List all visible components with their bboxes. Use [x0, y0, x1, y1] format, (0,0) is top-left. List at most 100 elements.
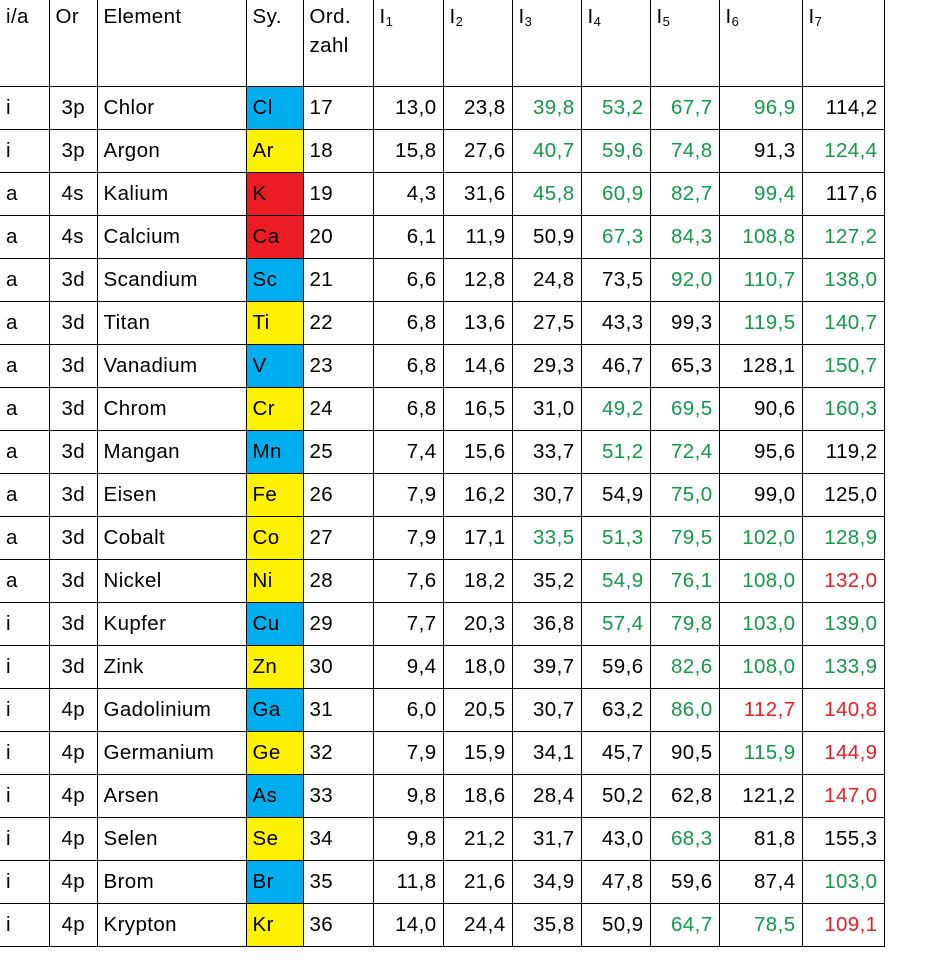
header-ionization-1: I1: [372, 0, 444, 87]
cell-ionization-4: 50,9: [580, 903, 651, 947]
cell-ionization-4: 54,9: [580, 473, 651, 517]
cell-ia: i: [0, 602, 50, 646]
table-row: i 4p Selen Se 34 9,8 21,2 31,7 43,0 68,3 81,8 155,3: [0, 817, 885, 861]
cell-ionization-3: 39,8: [511, 86, 582, 130]
cell-ionization-1: 6,6: [372, 258, 444, 302]
cell-ionization-7: 144,9: [801, 731, 885, 775]
cell-ionization-6: 95,6: [718, 430, 803, 474]
cell-symbol: Se: [245, 817, 304, 861]
table-row: i 4p Arsen As 33 9,8 18,6 28,4 50,2 62,8 121,2 147,…: [0, 774, 885, 818]
cell-ionization-6: 99,4: [718, 172, 803, 216]
cell-orbital: 3d: [48, 430, 98, 474]
cell-symbol: Cu: [245, 602, 304, 646]
cell-ionization-1: 6,8: [372, 387, 444, 431]
cell-ionization-2: 21,2: [442, 817, 513, 861]
cell-ionization-6: 99,0: [718, 473, 803, 517]
cell-element: Nickel: [96, 559, 247, 603]
cell-ia: i: [0, 688, 50, 732]
cell-ionization-1: 14,0: [372, 903, 444, 947]
cell-ionization-5: 75,0: [649, 473, 720, 517]
table-row: a 3d Nickel Ni 28 7,6 18,2 35,2 54,9 76,1 108,0 132…: [0, 559, 885, 603]
table-row: i 4p Germanium Ge 32 7,9 15,9 34,1 45,7 90,5 115,9…: [0, 731, 885, 775]
cell-ionization-2: 24,4: [442, 903, 513, 947]
cell-ionization-6: 115,9: [718, 731, 803, 775]
cell-orbital: 4p: [48, 860, 98, 904]
cell-ia: i: [0, 903, 50, 947]
cell-ionization-4: 73,5: [580, 258, 651, 302]
cell-ionization-7: 150,7: [801, 344, 885, 388]
cell-ionization-5: 82,7: [649, 172, 720, 216]
cell-ionization-2: 21,6: [442, 860, 513, 904]
cell-orbital: 3d: [48, 344, 98, 388]
cell-atomic-number: 34: [302, 817, 374, 861]
cell-ionization-2: 13,6: [442, 301, 513, 345]
cell-element: Mangan: [96, 430, 247, 474]
cell-ionization-5: 76,1: [649, 559, 720, 603]
cell-ionization-4: 43,0: [580, 817, 651, 861]
cell-ionization-4: 67,3: [580, 215, 651, 259]
cell-symbol: Mn: [245, 430, 304, 474]
cell-atomic-number: 20: [302, 215, 374, 259]
cell-ionization-1: 7,4: [372, 430, 444, 474]
cell-ionization-2: 27,6: [442, 129, 513, 173]
header-atomic-number-line1: Ord.: [309, 5, 351, 28]
cell-ionization-2: 14,6: [442, 344, 513, 388]
table-body: i 3p Chlor Cl 17 13,0 23,8 39,8 53,2 67,7 96,9 114,…: [0, 86, 885, 947]
cell-ionization-6: 108,0: [718, 559, 803, 603]
cell-element: Chrom: [96, 387, 247, 431]
header-ionization-2: I2: [442, 0, 513, 87]
cell-ionization-2: 20,3: [442, 602, 513, 646]
cell-ionization-5: 67,7: [649, 86, 720, 130]
header-atomic-number-line2: zahl: [309, 34, 349, 57]
header-ionization-5: I5: [649, 0, 720, 87]
cell-element: Brom: [96, 860, 247, 904]
cell-ia: a: [0, 344, 50, 388]
cell-atomic-number: 27: [302, 516, 374, 560]
cell-atomic-number: 26: [302, 473, 374, 517]
cell-ionization-4: 60,9: [580, 172, 651, 216]
cell-orbital: 4s: [48, 215, 98, 259]
table-row: a 4s Kalium K 19 4,3 31,6 45,8 60,9 82,7 99,4 117,6: [0, 172, 885, 216]
cell-orbital: 3p: [48, 86, 98, 130]
cell-ionization-1: 13,0: [372, 86, 444, 130]
cell-ionization-6: 112,7: [718, 688, 803, 732]
cell-ionization-2: 16,2: [442, 473, 513, 517]
cell-ionization-5: 99,3: [649, 301, 720, 345]
cell-symbol: Br: [245, 860, 304, 904]
cell-ionization-2: 18,6: [442, 774, 513, 818]
cell-atomic-number: 36: [302, 903, 374, 947]
cell-symbol: Co: [245, 516, 304, 560]
cell-ionization-7: 139,0: [801, 602, 885, 646]
cell-element: Calcium: [96, 215, 247, 259]
cell-ionization-6: 87,4: [718, 860, 803, 904]
cell-ionization-6: 102,0: [718, 516, 803, 560]
cell-ionization-2: 17,1: [442, 516, 513, 560]
cell-ionization-6: 78,5: [718, 903, 803, 947]
cell-ionization-7: 128,9: [801, 516, 885, 560]
cell-ionization-4: 57,4: [580, 602, 651, 646]
cell-ionization-5: 74,8: [649, 129, 720, 173]
ionization-energy-table: i/a Or Element Sy. Ord. zahl I1 I2 I3 I4…: [0, 0, 885, 947]
cell-element: Cobalt: [96, 516, 247, 560]
cell-ionization-6: 90,6: [718, 387, 803, 431]
cell-element: Scandium: [96, 258, 247, 302]
cell-ionization-6: 121,2: [718, 774, 803, 818]
cell-element: Krypton: [96, 903, 247, 947]
cell-ionization-5: 79,8: [649, 602, 720, 646]
cell-ionization-7: 160,3: [801, 387, 885, 431]
cell-orbital: 3d: [48, 602, 98, 646]
cell-element: Gadolinium: [96, 688, 247, 732]
cell-ionization-2: 15,9: [442, 731, 513, 775]
cell-ionization-7: 140,7: [801, 301, 885, 345]
cell-ionization-3: 34,9: [511, 860, 582, 904]
cell-orbital: 3d: [48, 301, 98, 345]
cell-ionization-7: 147,0: [801, 774, 885, 818]
table-row: a 3d Vanadium V 23 6,8 14,6 29,3 46,7 65,3 128,1 15…: [0, 344, 885, 388]
cell-symbol: K: [245, 172, 304, 216]
cell-ionization-5: 69,5: [649, 387, 720, 431]
cell-element: Argon: [96, 129, 247, 173]
table-row: a 3d Cobalt Co 27 7,9 17,1 33,5 51,3 79,5 102,0 128…: [0, 516, 885, 560]
cell-ionization-7: 140,8: [801, 688, 885, 732]
cell-ionization-3: 35,8: [511, 903, 582, 947]
cell-ionization-5: 84,3: [649, 215, 720, 259]
